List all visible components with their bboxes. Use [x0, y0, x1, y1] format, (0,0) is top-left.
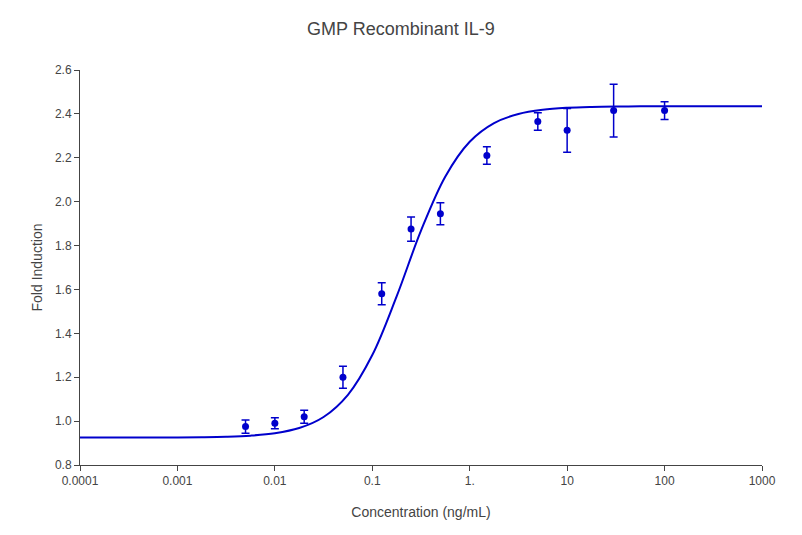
svg-text:0.0001: 0.0001: [62, 474, 99, 488]
svg-text:100: 100: [655, 474, 675, 488]
svg-text:1.8: 1.8: [55, 239, 72, 253]
svg-text:0.1: 0.1: [364, 474, 381, 488]
svg-text:2.2: 2.2: [55, 151, 72, 165]
svg-text:2.0: 2.0: [55, 195, 72, 209]
svg-text:0.01: 0.01: [263, 474, 287, 488]
svg-text:0.8: 0.8: [55, 458, 72, 472]
svg-text:1.: 1.: [465, 474, 475, 488]
svg-text:1.6: 1.6: [55, 283, 72, 297]
svg-text:0.001: 0.001: [162, 474, 192, 488]
svg-text:2.6: 2.6: [55, 63, 72, 77]
svg-text:1.0: 1.0: [55, 414, 72, 428]
svg-text:GMP Recombinant IL-9: GMP Recombinant IL-9: [307, 19, 495, 39]
svg-text:10: 10: [560, 474, 574, 488]
svg-text:1000: 1000: [749, 474, 776, 488]
svg-text:1.2: 1.2: [55, 370, 72, 384]
svg-text:Fold Induction: Fold Induction: [29, 224, 45, 312]
svg-text:Concentration (ng/mL): Concentration (ng/mL): [351, 504, 490, 520]
svg-text:1.4: 1.4: [55, 327, 72, 341]
svg-text:2.4: 2.4: [55, 107, 72, 121]
